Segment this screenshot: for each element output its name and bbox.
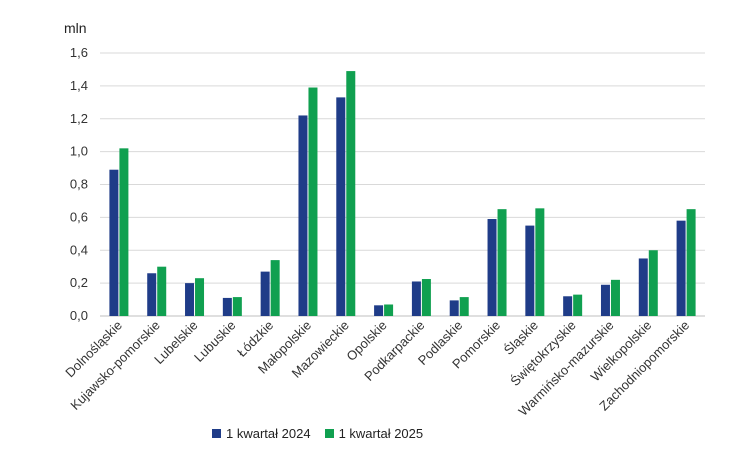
legend-label-2025: 1 kwartał 2025 [338,426,424,441]
bar-2024 [185,283,195,316]
bar-2025 [384,304,394,316]
y-axis-ticks: 0,0 0,2 0,4 0,6 0,8 1,0 1,2 1,4 1,6 [70,45,88,323]
y-tick-label: 0,6 [70,209,88,224]
bar-2024 [298,115,308,317]
bar-2024 [336,97,346,316]
legend-swatch-2025 [324,429,334,438]
bar-2024 [260,271,270,316]
bar-2024 [109,169,119,316]
legend-label-2024: 1 kwartał 2024 [226,426,311,441]
legend-item-2025: 1 kwartał 2025 [324,426,424,441]
y-tick-label: 1,0 [70,144,88,159]
bar-2025 [610,279,620,316]
bar-2025 [497,209,507,316]
x-category-label: Świętokrzyskie [507,318,578,389]
bar-2024 [525,225,535,316]
legend-item-2024: 1 kwartał 2024 [212,426,311,441]
bar-2025 [232,297,242,316]
x-axis-labels: DolnośląskieKujawsko-pomorskieLubelskieL… [62,318,692,419]
bar-2025 [308,87,318,316]
y-axis-unit-label: mln [64,20,87,36]
bar-2025 [535,208,545,316]
bar-2025 [421,279,431,316]
bar-2025 [195,278,205,316]
bars [109,71,696,317]
legend-swatch-2024 [212,429,221,438]
bar-2024 [487,219,497,316]
gridlines [100,52,705,317]
y-tick-label: 1,2 [70,111,88,126]
legend: 1 kwartał 2024 1 kwartał 2025 [212,426,437,441]
y-tick-label: 1,4 [70,78,88,93]
bar-2024 [600,284,610,316]
y-tick-label: 1,6 [70,45,88,60]
bar-2024 [638,258,648,316]
bar-2024 [411,281,421,316]
y-tick-label: 0,4 [70,242,88,257]
bar-2025 [648,250,658,316]
bar-2024 [449,300,459,316]
bar-2025 [270,260,280,316]
bar-2025 [459,297,469,316]
bar-2024 [676,220,686,316]
y-tick-label: 0,0 [70,308,88,323]
bar-2024 [222,297,232,316]
y-tick-label: 0,2 [70,275,88,290]
bar-2024 [147,273,157,316]
bar-2024 [374,305,384,316]
bar-2025 [686,209,696,316]
bar-2024 [563,296,573,316]
bar-2025 [346,71,356,316]
y-tick-label: 0,8 [70,177,88,192]
x-category-label: Lubuskie [191,318,238,365]
bar-2025 [157,266,167,316]
bar-2025 [119,148,129,316]
bar-2025 [573,294,583,316]
